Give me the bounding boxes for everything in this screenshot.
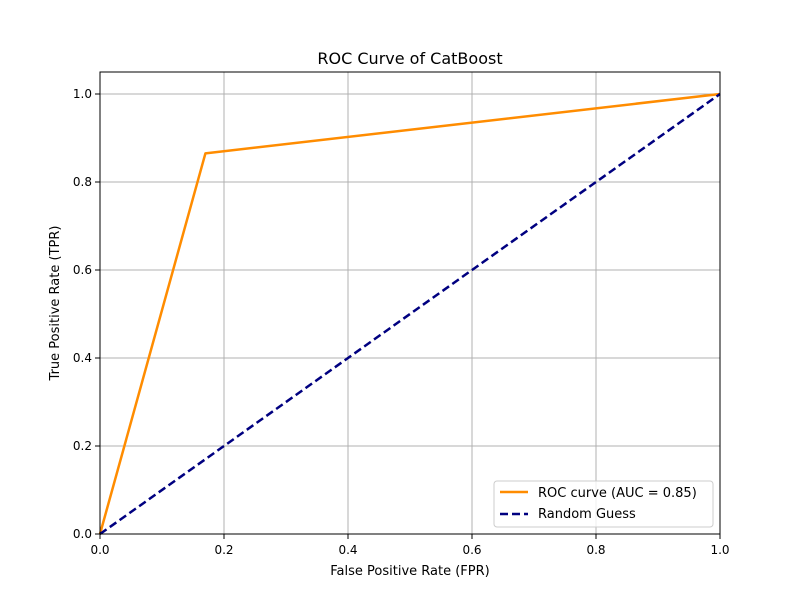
y-tick-label: 0.6 xyxy=(73,263,92,277)
legend-label-random-guess: Random Guess xyxy=(538,507,636,522)
plot-frame xyxy=(99,71,721,535)
y-tick-label: 1.0 xyxy=(73,87,92,101)
y-tick-label: 0.8 xyxy=(73,175,92,189)
y-tick-label: 0.4 xyxy=(73,351,92,365)
y-axis-label: True Positive Rate (TPR) xyxy=(48,226,63,382)
x-tick-label: 0.2 xyxy=(214,543,233,557)
x-axis-label: False Positive Rate (FPR) xyxy=(330,564,489,579)
x-tick-label: 0.6 xyxy=(462,543,481,557)
y-tick-label: 0.2 xyxy=(73,439,92,453)
y-axis-ticks: 0.0 0.2 0.4 0.6 0.8 1.0 xyxy=(73,87,100,541)
x-tick-label: 1.0 xyxy=(710,543,729,557)
x-tick-label: 0.0 xyxy=(90,543,109,557)
chart-title: ROC Curve of CatBoost xyxy=(317,49,502,68)
grid-lines xyxy=(99,72,721,535)
y-tick-label: 0.0 xyxy=(73,527,92,541)
random-guess-line xyxy=(99,92,721,536)
x-tick-label: 0.8 xyxy=(586,543,605,557)
legend: ROC curve (AUC = 0.85) Random Guess xyxy=(493,480,714,528)
x-axis-ticks: 0.0 0.2 0.4 0.6 0.8 1.0 xyxy=(90,534,730,557)
legend-frame xyxy=(493,480,714,528)
legend-label-roc-curve: ROC curve (AUC = 0.85) xyxy=(538,486,697,501)
x-tick-label: 0.4 xyxy=(338,543,357,557)
